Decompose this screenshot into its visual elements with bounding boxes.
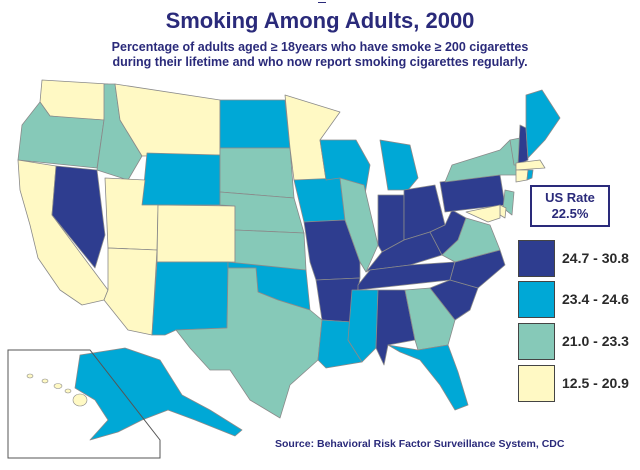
legend-swatch [518,323,555,360]
legend-swatch [518,281,555,318]
state-new-york [444,139,519,183]
legend-label: 24.7 - 30.8 [562,250,629,266]
us-rate-value: 22.5% [551,206,589,221]
state-maine [525,89,561,159]
state-north-dakota [219,99,291,149]
state-iowa [293,177,346,223]
state-maryland [465,204,501,223]
map-subtitle: Percentage of adults aged ≥ 18years who … [0,40,640,70]
state-florida [387,344,469,411]
map-title: Smoking Among Adults, 2000 [165,8,475,33]
state-nevada [51,165,106,269]
state-south-carolina [429,279,479,321]
legend-label: 21.0 - 23.3 [562,333,629,349]
state-new-hampshire [517,124,529,166]
state-arizona [103,247,158,336]
state-connecticut [515,169,529,183]
state-washington [39,79,109,121]
legend-item-3: 21.0 - 23.3 [518,323,640,363]
subtitle-line-2: during their lifetime and who now report… [112,55,528,69]
legend-swatch [518,240,555,277]
state-michigan [379,139,419,191]
us-rate-box: US Rate 22.5% [530,185,610,227]
legend-label: 12.5 - 20.9 [562,375,629,391]
us-rate-label: US Rate [545,190,595,205]
state-rhode-island [526,169,534,181]
state-wyoming [141,152,221,206]
state-south-dakota [219,147,295,199]
legend-label: 23.4 - 24.6 [562,291,629,307]
legend-item-4: 12.5 - 20.9 [518,365,640,405]
state-new-mexico [151,261,229,336]
state-massachusetts [515,159,546,171]
state-virginia [441,217,501,263]
state-colorado [156,204,236,263]
legend-item-1: 24.7 - 30.8 [518,240,640,280]
state-north-carolina [449,249,506,289]
subtitle-line-1: Percentage of adults aged ≥ 18years who … [111,40,529,54]
state-mississippi [347,289,379,363]
state-hawaii [26,373,88,407]
state-texas [175,267,323,419]
legend-item-2: 23.4 - 24.6 [518,281,640,321]
state-alaska [74,347,243,441]
source-note: Source: Behavioral Risk Factor Surveilla… [275,438,565,450]
inset-frame [7,349,161,459]
title-dash [318,2,326,3]
legend-swatch [518,365,555,402]
